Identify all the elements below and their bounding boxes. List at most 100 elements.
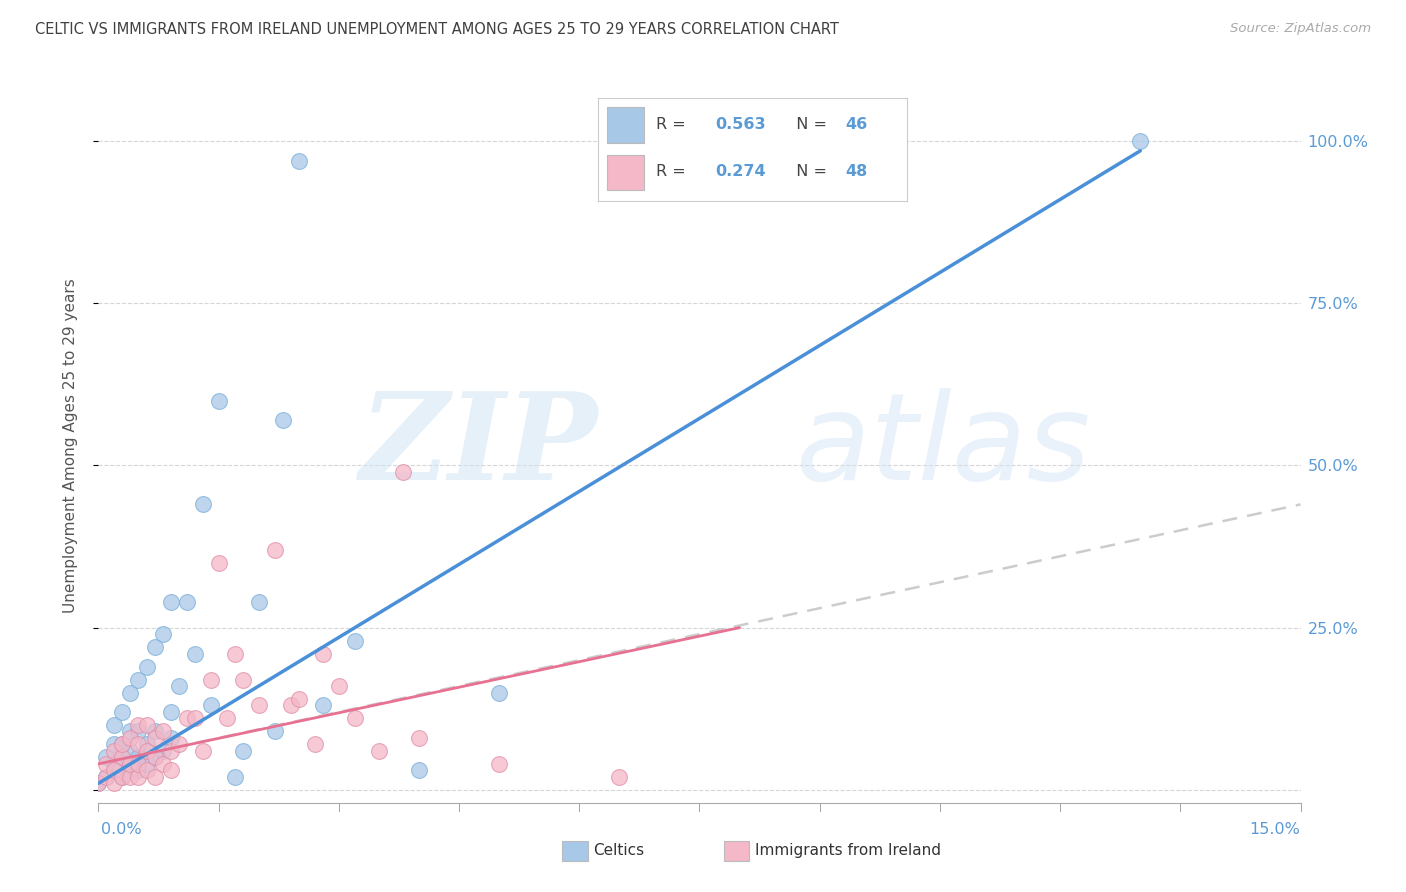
Point — [343, 633, 366, 648]
Point — [103, 776, 125, 790]
Point — [200, 698, 222, 713]
Point — [247, 595, 270, 609]
Text: 0.563: 0.563 — [716, 117, 766, 132]
Point — [288, 692, 311, 706]
Point — [87, 776, 110, 790]
Point — [120, 685, 142, 699]
FancyBboxPatch shape — [607, 154, 644, 190]
Point — [143, 640, 166, 654]
Point — [191, 744, 214, 758]
Point — [159, 744, 181, 758]
Point — [128, 770, 150, 784]
Point — [208, 393, 231, 408]
Point — [224, 770, 246, 784]
Point — [128, 764, 150, 778]
Point — [120, 744, 142, 758]
Point — [143, 750, 166, 764]
Point — [96, 770, 118, 784]
Point — [263, 542, 285, 557]
Point — [1129, 134, 1152, 148]
Point — [128, 750, 150, 764]
Point — [159, 705, 181, 719]
Text: 15.0%: 15.0% — [1250, 822, 1301, 837]
Point — [135, 738, 157, 752]
Point — [135, 718, 157, 732]
Point — [111, 705, 134, 719]
Text: N =: N = — [786, 164, 832, 179]
Point — [232, 673, 254, 687]
Point — [120, 764, 142, 778]
Point — [135, 764, 157, 778]
Point — [111, 750, 134, 764]
Point — [143, 724, 166, 739]
Point — [247, 698, 270, 713]
Point — [167, 679, 190, 693]
Point — [167, 738, 190, 752]
Point — [135, 756, 157, 771]
Point — [128, 673, 150, 687]
Point — [191, 497, 214, 511]
Text: N =: N = — [786, 117, 832, 132]
Point — [128, 724, 150, 739]
Point — [304, 738, 326, 752]
Point — [392, 465, 415, 479]
Point — [343, 711, 366, 725]
Point — [183, 647, 205, 661]
Point — [96, 756, 118, 771]
Point — [143, 770, 166, 784]
Point — [159, 764, 181, 778]
Point — [208, 556, 231, 570]
Point — [152, 744, 174, 758]
Point — [103, 764, 125, 778]
Point — [111, 770, 134, 784]
Point — [408, 764, 430, 778]
Point — [103, 718, 125, 732]
Text: R =: R = — [657, 117, 692, 132]
Text: Immigrants from Ireland: Immigrants from Ireland — [755, 844, 941, 858]
Point — [128, 738, 150, 752]
Point — [183, 711, 205, 725]
Point — [120, 770, 142, 784]
Point — [111, 770, 134, 784]
Point — [111, 750, 134, 764]
Point — [143, 731, 166, 745]
Point — [103, 738, 125, 752]
Point — [288, 153, 311, 168]
Text: Source: ZipAtlas.com: Source: ZipAtlas.com — [1230, 22, 1371, 36]
Text: 48: 48 — [845, 164, 868, 179]
Point — [128, 718, 150, 732]
Point — [159, 731, 181, 745]
Point — [215, 711, 238, 725]
Y-axis label: Unemployment Among Ages 25 to 29 years: Unemployment Among Ages 25 to 29 years — [63, 278, 77, 614]
Point — [232, 744, 254, 758]
Point — [408, 731, 430, 745]
Point — [312, 698, 335, 713]
Point — [488, 685, 510, 699]
Point — [87, 776, 110, 790]
Point — [312, 647, 335, 661]
Point — [368, 744, 391, 758]
Point — [120, 756, 142, 771]
Point — [159, 595, 181, 609]
Text: 46: 46 — [845, 117, 868, 132]
Point — [263, 724, 285, 739]
Point — [128, 756, 150, 771]
Point — [103, 744, 125, 758]
Point — [224, 647, 246, 661]
Point — [200, 673, 222, 687]
Point — [111, 738, 134, 752]
Text: CELTIC VS IMMIGRANTS FROM IRELAND UNEMPLOYMENT AMONG AGES 25 TO 29 YEARS CORRELA: CELTIC VS IMMIGRANTS FROM IRELAND UNEMPL… — [35, 22, 839, 37]
Point — [328, 679, 350, 693]
Point — [135, 659, 157, 673]
Point — [488, 756, 510, 771]
Point — [609, 770, 631, 784]
Point — [176, 711, 198, 725]
Point — [152, 756, 174, 771]
Point — [96, 770, 118, 784]
Text: R =: R = — [657, 164, 692, 179]
Point — [143, 750, 166, 764]
Text: Celtics: Celtics — [593, 844, 644, 858]
Point — [120, 724, 142, 739]
Text: atlas: atlas — [796, 387, 1091, 505]
Point — [152, 627, 174, 641]
